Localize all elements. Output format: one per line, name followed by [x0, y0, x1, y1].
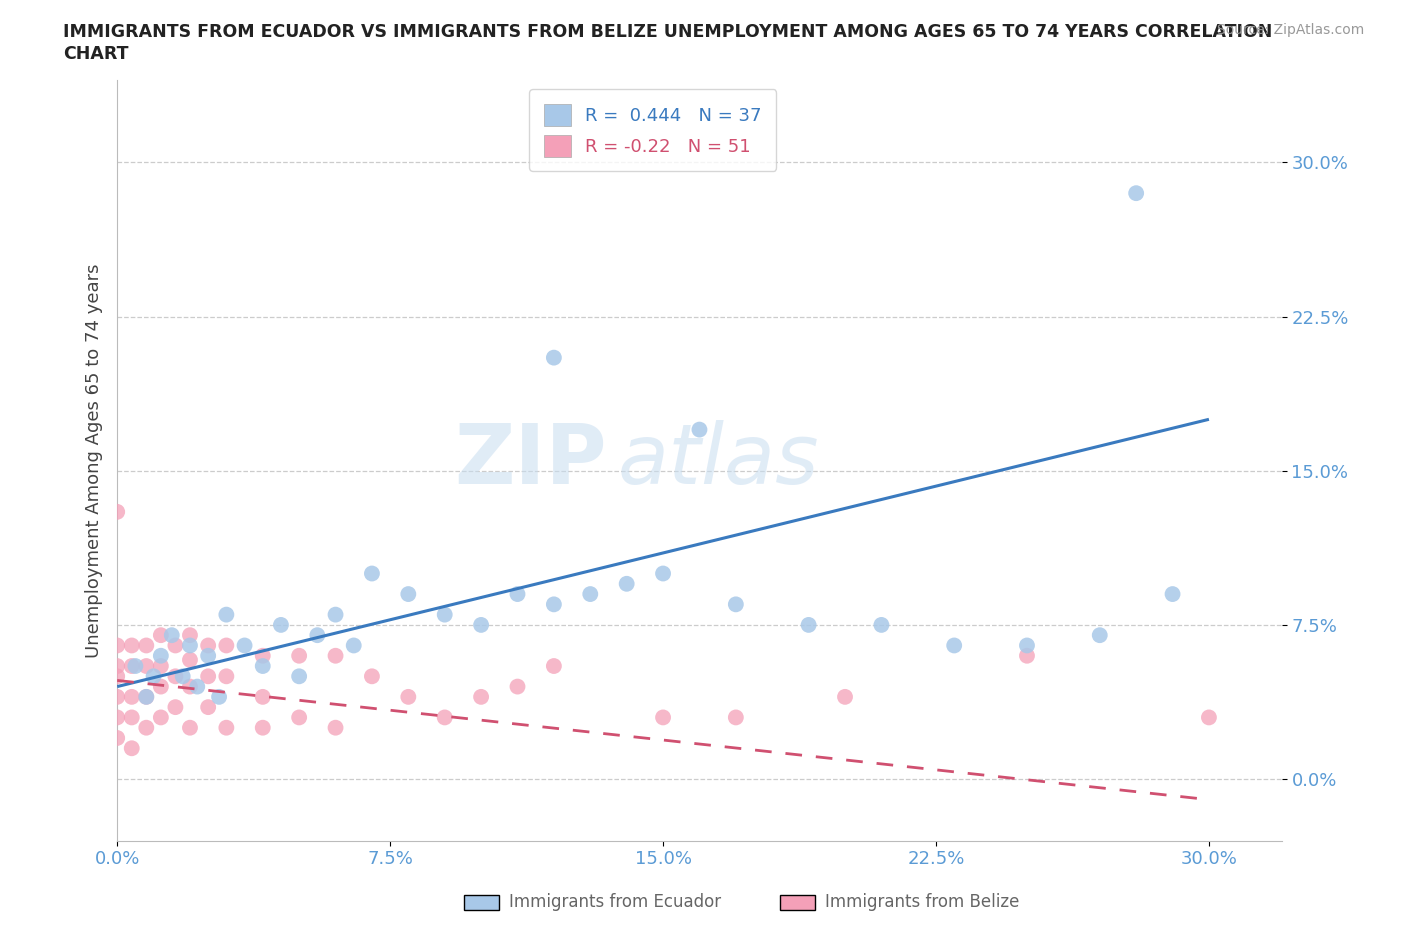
Point [361, 669, 384, 684]
Point [135, 720, 157, 735]
Point [149, 679, 172, 694]
Point [288, 669, 311, 684]
Point [288, 648, 311, 663]
Point [506, 679, 529, 694]
Point [135, 638, 157, 653]
Point [215, 720, 238, 735]
Point [215, 607, 238, 622]
Point [165, 699, 187, 714]
Text: IMMIGRANTS FROM ECUADOR VS IMMIGRANTS FROM BELIZE UNEMPLOYMENT AMONG AGES 65 TO : IMMIGRANTS FROM ECUADOR VS IMMIGRANTS FR… [63, 23, 1272, 41]
Text: CHART: CHART [63, 45, 129, 62]
Point [1125, 186, 1147, 201]
Text: Immigrants from Belize: Immigrants from Belize [825, 893, 1019, 911]
Point [724, 597, 747, 612]
Point [105, 710, 128, 724]
Point [197, 648, 219, 663]
Point [121, 638, 143, 653]
Point [149, 658, 172, 673]
Point [252, 658, 274, 673]
Point [105, 638, 128, 653]
Point [270, 618, 292, 632]
Point [165, 638, 187, 653]
Point [233, 638, 256, 653]
Point [135, 658, 157, 673]
Text: Source: ZipAtlas.com: Source: ZipAtlas.com [1216, 23, 1364, 37]
Legend: R =  0.444   N = 37, R = -0.22   N = 51: R = 0.444 N = 37, R = -0.22 N = 51 [530, 89, 776, 171]
Point [149, 628, 172, 643]
Point [197, 638, 219, 653]
Point [724, 710, 747, 724]
Point [124, 658, 146, 673]
Point [121, 658, 143, 673]
Point [105, 669, 128, 684]
Point [307, 628, 329, 643]
Point [105, 658, 128, 673]
Point [834, 689, 856, 704]
Point [943, 638, 966, 653]
Point [252, 720, 274, 735]
Point [652, 710, 675, 724]
Point [343, 638, 366, 653]
Point [325, 648, 347, 663]
Point [252, 648, 274, 663]
Point [172, 669, 194, 684]
Point [543, 658, 565, 673]
Point [688, 422, 710, 437]
Point [179, 720, 201, 735]
Point [870, 618, 893, 632]
Point [208, 689, 231, 704]
Point [135, 689, 157, 704]
Point [543, 597, 565, 612]
Point [543, 351, 565, 365]
Point [215, 669, 238, 684]
Point [1198, 710, 1220, 724]
Point [179, 628, 201, 643]
Point [470, 689, 492, 704]
Point [288, 710, 311, 724]
Point [396, 689, 419, 704]
Text: atlas: atlas [619, 420, 820, 501]
Point [616, 577, 638, 591]
Point [121, 741, 143, 756]
Point [1015, 638, 1038, 653]
Point [1088, 628, 1111, 643]
Point [165, 669, 187, 684]
Point [160, 628, 183, 643]
Point [361, 566, 384, 581]
Point [506, 587, 529, 602]
Point [1161, 587, 1184, 602]
Point [325, 720, 347, 735]
Text: ZIP: ZIP [454, 420, 606, 501]
Point [470, 618, 492, 632]
Point [105, 731, 128, 746]
Point [179, 679, 201, 694]
Point [121, 689, 143, 704]
Point [797, 618, 820, 632]
Point [149, 648, 172, 663]
Point [149, 710, 172, 724]
Point [1015, 648, 1038, 663]
Point [396, 587, 419, 602]
Point [142, 669, 165, 684]
Point [121, 710, 143, 724]
Point [433, 710, 456, 724]
Point [197, 669, 219, 684]
Point [215, 638, 238, 653]
Point [252, 689, 274, 704]
Point [179, 638, 201, 653]
Y-axis label: Unemployment Among Ages 65 to 74 years: Unemployment Among Ages 65 to 74 years [86, 263, 103, 658]
Point [197, 699, 219, 714]
Point [135, 689, 157, 704]
Point [652, 566, 675, 581]
Point [579, 587, 602, 602]
Point [433, 607, 456, 622]
Point [105, 504, 128, 519]
Point [325, 607, 347, 622]
Point [105, 689, 128, 704]
Text: Immigrants from Ecuador: Immigrants from Ecuador [509, 893, 721, 911]
Point [179, 653, 201, 668]
Point [186, 679, 208, 694]
